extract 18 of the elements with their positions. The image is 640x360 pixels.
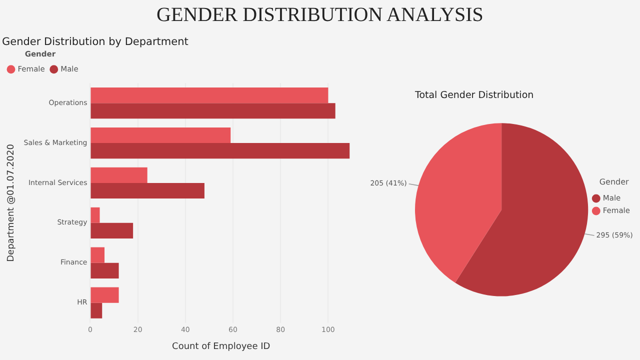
bar (90, 167, 148, 183)
chart-title: Total Gender Distribution (414, 90, 534, 102)
bar (90, 247, 105, 263)
chart-title: Gender Distribution by Department (2, 36, 188, 48)
bar (90, 222, 134, 239)
bar (90, 87, 328, 104)
bar (90, 103, 336, 119)
legend-title: Gender (599, 177, 630, 186)
bar (90, 302, 102, 318)
y-axis-title: Department @01.07.2020 (6, 144, 17, 262)
bar (90, 262, 119, 278)
bar (90, 182, 204, 199)
x-axis-title: Count of Employee ID (172, 342, 270, 352)
bar (90, 207, 100, 223)
bar (90, 127, 231, 144)
bar (90, 143, 350, 159)
bar (90, 287, 119, 303)
text: GENDER DISTRIBUTION ANALYSIS (156, 3, 484, 28)
